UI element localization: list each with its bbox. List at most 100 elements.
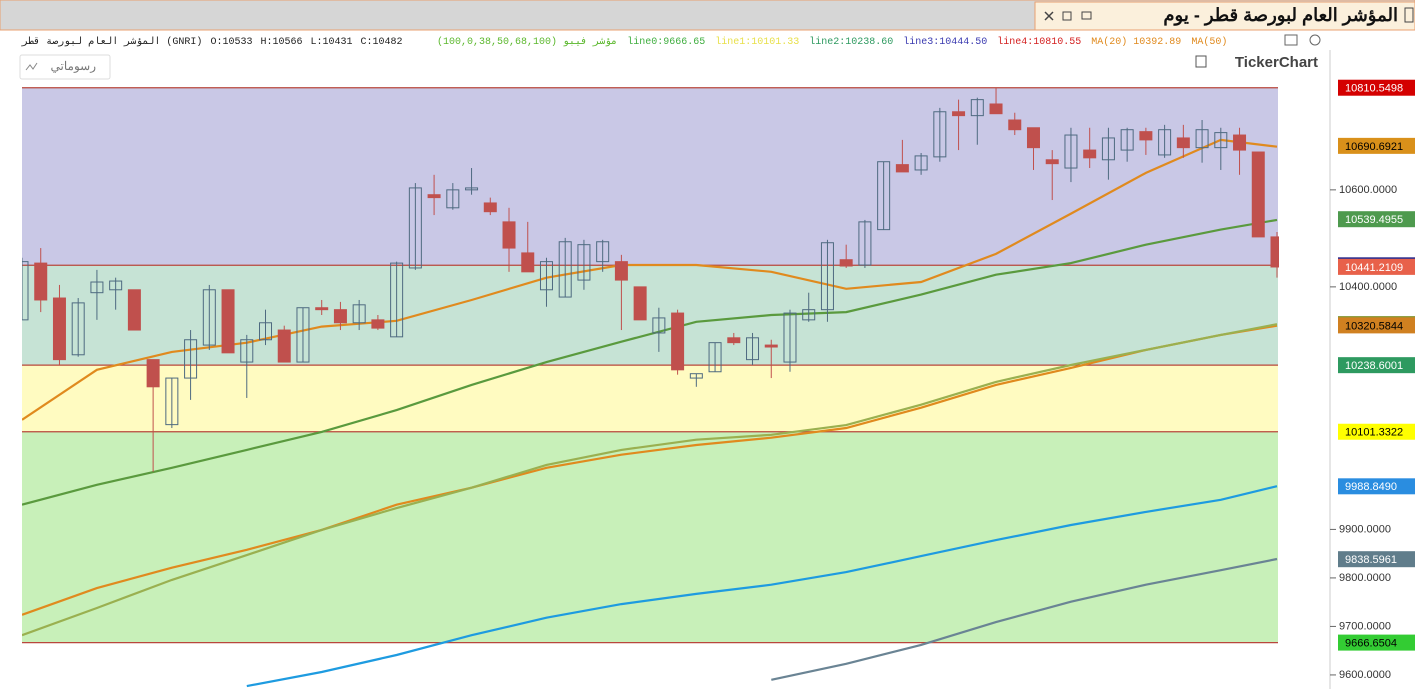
legend-level: line2:10238.60	[809, 36, 893, 48]
candle-body	[1251, 151, 1265, 238]
candle-body	[90, 281, 104, 294]
y-tick-label: 10600.0000	[1339, 184, 1397, 196]
candle-body	[1120, 129, 1134, 151]
y-tick-label: 9700.0000	[1339, 620, 1391, 632]
candle-body	[652, 317, 666, 334]
candle-body	[1158, 129, 1172, 156]
ma-line	[246, 485, 1278, 688]
candle-body	[1045, 159, 1059, 165]
candle-body	[577, 244, 591, 281]
candle-body	[933, 111, 947, 158]
candle-body	[1214, 132, 1228, 149]
price-label-box	[1338, 137, 1415, 154]
price-label-box	[1338, 478, 1415, 495]
overlay: 10600.0000 10400.0000 9900.0000 9800.0000 97…	[21, 36, 1415, 681]
candle-body	[539, 261, 553, 291]
fib-band	[22, 431, 1278, 643]
price-label: 10810.5498	[1345, 83, 1403, 95]
watermark: TickerChart	[1235, 54, 1318, 71]
candle-body	[71, 302, 85, 356]
ma-line	[771, 557, 1278, 681]
legend-level: line4:10810.55	[997, 36, 1081, 48]
candle-body	[596, 241, 610, 263]
candle-body	[521, 252, 535, 273]
fib-band	[22, 87, 1278, 266]
price-label: 10320.5844	[1345, 320, 1403, 332]
candle-body	[1083, 149, 1097, 159]
candle-body	[427, 194, 441, 199]
candle-body	[970, 99, 984, 117]
legend: (100,0,38,50,68,100) مؤشر فيبو line0:9666…	[437, 36, 1227, 48]
quote-header: المؤشر العام لبورصة قطر (GNRI) O:10533 H:10…	[21, 36, 403, 48]
candle-body	[371, 319, 385, 329]
ma-line	[22, 324, 1278, 616]
candle-body	[614, 261, 628, 281]
candle-body	[1233, 134, 1247, 151]
candle-body	[914, 155, 928, 171]
candle-body	[259, 322, 273, 341]
candle-body	[502, 221, 516, 249]
y-tick-label: 10400.0000	[1339, 281, 1397, 293]
symbol-name: المؤشر العام لبورصة قطر	[21, 36, 160, 48]
y-tick-label: 9600.0000	[1339, 669, 1391, 681]
candle-body	[390, 262, 404, 338]
candle-body	[483, 202, 497, 213]
price-label: 9838.5961	[1345, 554, 1397, 566]
price-label: 10690.6921	[1345, 141, 1403, 153]
candle-body	[52, 297, 66, 361]
window-title: المؤشر العام لبورصة قطر - يوم	[1163, 5, 1398, 26]
price-label: 10101.3322	[1345, 427, 1403, 439]
header-icons[interactable]	[1284, 34, 1321, 46]
candle-body	[22, 261, 29, 321]
candle-body	[184, 339, 198, 379]
fib-band	[22, 265, 1278, 366]
candle-body	[746, 337, 760, 361]
candle-body	[109, 280, 123, 291]
candle-body	[1026, 127, 1040, 149]
quote-value: C:10482	[360, 37, 402, 48]
legend-level: line0:9666.65	[627, 36, 705, 48]
candle-body	[446, 189, 460, 209]
watermark-icon	[1195, 55, 1207, 68]
candle-body	[858, 221, 872, 266]
price-label-box	[1338, 79, 1415, 96]
candle-body	[1101, 137, 1115, 161]
quote-value: L:10431	[310, 37, 352, 48]
price-label-box	[1338, 634, 1415, 651]
legend-level: line1:10101.33	[715, 36, 799, 48]
candle-body	[1270, 236, 1279, 268]
candle-body	[820, 242, 834, 311]
candle-body	[839, 259, 853, 267]
drawings-button[interactable]	[19, 54, 111, 80]
candle-body	[1008, 119, 1022, 131]
candle-body	[558, 241, 572, 298]
candle-body	[783, 312, 797, 363]
candle-body	[689, 373, 703, 379]
window-icons[interactable]	[1044, 7, 1414, 23]
price-label-box	[1338, 258, 1415, 275]
candle-body	[333, 309, 347, 324]
price-label: 10539.4955	[1345, 214, 1403, 226]
candle-body	[895, 164, 909, 173]
candle-body	[671, 312, 685, 371]
candle-body	[408, 187, 422, 269]
candle-body	[708, 342, 722, 373]
price-label-box	[1338, 211, 1415, 228]
candle-body	[352, 304, 366, 324]
candle-body	[1176, 137, 1190, 149]
price-label-box	[1338, 357, 1415, 374]
window-tab[interactable]	[1034, 1, 1415, 31]
legend-ma: MA(50)	[1191, 36, 1227, 48]
symbol: (GNRI)	[166, 36, 202, 48]
candle-body	[277, 329, 291, 363]
candle-body	[296, 307, 310, 363]
candle-body	[240, 339, 254, 363]
candle-body	[202, 289, 216, 346]
candle-body	[1064, 134, 1078, 169]
y-tick-label: 9900.0000	[1339, 523, 1391, 535]
y-tick-label: 9800.0000	[1339, 572, 1391, 584]
price-label-box	[1338, 551, 1415, 568]
price-label: 10238.6001	[1345, 360, 1403, 372]
price-label: 9666.6504	[1345, 638, 1397, 650]
